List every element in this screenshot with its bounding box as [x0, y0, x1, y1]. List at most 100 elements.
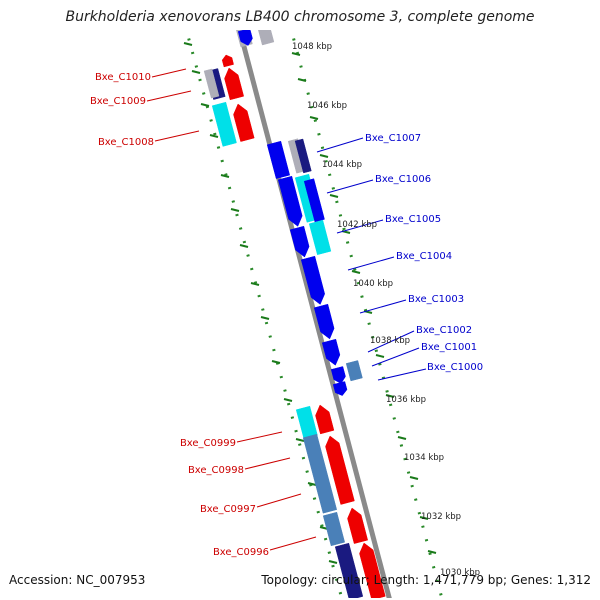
gene-feature: [359, 542, 386, 598]
gene-feature: [334, 542, 364, 598]
label-connector: [367, 330, 415, 353]
scale-label: 1046 kbp: [307, 101, 347, 111]
ruler-tick: [295, 438, 305, 442]
gene-label: Bxe_C1000: [427, 362, 483, 373]
ruler-tick: [191, 70, 201, 74]
gene-feature: [266, 140, 290, 179]
gene-feature: [330, 366, 346, 384]
ruler-tick: [230, 208, 240, 212]
gene-label: Bxe_C1002: [416, 325, 472, 336]
ruler-tick: [283, 398, 293, 402]
gene-feature: [332, 381, 348, 396]
ruler-tick: [250, 282, 260, 286]
gene-label: Bxe_C1003: [408, 294, 464, 305]
gene-feature: [322, 511, 345, 547]
label-connector: [146, 90, 192, 102]
gene-feature: [345, 360, 363, 382]
scale-label: 1034 kbp: [404, 453, 444, 463]
label-connector: [316, 137, 364, 153]
ruler-tick: [239, 244, 249, 248]
ruler-tick: [419, 516, 429, 520]
gene-label: Bxe_C0997: [200, 504, 256, 515]
scale-label: 1040 kbp: [353, 279, 393, 289]
scale-labels: 1048 kbp 1046 kbp 1044 kbp 1042 kbp 1040 kbp…: [292, 42, 480, 578]
scale-label: 1038 kbp: [370, 336, 410, 346]
gene-feature: [315, 404, 335, 435]
gene-labels: Bxe_C1010 Bxe_C1009 Bxe_C1008 Bxe_C0999 Bxe_…: [90, 72, 483, 558]
gene-feature: [321, 338, 341, 366]
gene-feature: [302, 433, 337, 514]
ruler-tick: [328, 560, 338, 564]
outer-ruler-right: [289, 30, 444, 598]
gene-feature: [308, 219, 332, 255]
gene-feature: [325, 435, 355, 505]
accession-text: Accession: NC_007953: [9, 573, 146, 587]
gene-label: Bxe_C1006: [375, 174, 431, 185]
label-connector: [151, 68, 187, 78]
gene-feature: [300, 255, 325, 305]
ruler-tick: [307, 482, 317, 486]
backbone-line: [237, 30, 392, 598]
gene-feature: [313, 303, 335, 340]
scale-label: 1030 kbp: [440, 568, 480, 578]
ruler-tick: [319, 154, 329, 158]
map-title: Burkholderia xenovorans LB400 chromosome…: [65, 9, 535, 25]
gene-label: Bxe_C1007: [365, 133, 421, 144]
gene-feature: [277, 175, 303, 227]
ruler-tick: [200, 103, 210, 107]
ruler-tick: [385, 394, 395, 398]
scale-label: 1036 kbp: [386, 395, 426, 405]
label-connector: [336, 219, 384, 234]
gene-feature: [221, 54, 234, 68]
gene-label: Bxe_C1004: [396, 251, 452, 262]
gene-feature: [203, 68, 220, 99]
gene-feature: [258, 30, 275, 46]
gene-label: Bxe_C1008: [98, 137, 154, 148]
ruler-tick: [329, 194, 339, 198]
outer-ruler-left: [184, 30, 344, 598]
gene-label: Bxe_C1001: [421, 342, 477, 353]
label-connector: [377, 368, 427, 381]
gene-label: Bxe_C1010: [95, 72, 151, 83]
gene-label: Bxe_C0998: [188, 465, 244, 476]
scale-label: 1044 kbp: [322, 160, 362, 170]
ruler-tick: [309, 116, 319, 120]
scale-label: 1042 kbp: [337, 220, 377, 230]
label-connector: [359, 299, 407, 314]
gene-label: Bxe_C1005: [385, 214, 441, 225]
scale-label: 1032 kbp: [421, 512, 461, 522]
gene-feature: [303, 178, 325, 223]
gene-feature: [295, 405, 318, 440]
gene-label: Bxe_C0999: [180, 438, 236, 449]
ruler-tick: [260, 316, 270, 320]
label-connector: [371, 347, 420, 367]
gene-feature: [294, 138, 312, 174]
label-connector: [347, 256, 395, 271]
label-connector: [256, 493, 302, 508]
ruler-tick: [297, 78, 307, 82]
gene-track: [203, 30, 386, 598]
ruler-tick: [291, 52, 301, 56]
gene-feature: [224, 67, 244, 101]
ruler-tick: [375, 354, 385, 358]
label-connector: [236, 431, 283, 443]
ruler-tick: [183, 42, 193, 46]
gene-feature: [233, 103, 255, 142]
gene-label: Bxe_C1009: [90, 96, 146, 107]
label-connector: [244, 457, 291, 470]
label-connector: [154, 130, 200, 142]
gene-feature: [211, 101, 237, 147]
ruler-tick: [427, 550, 437, 554]
scale-label: 1048 kbp: [292, 42, 332, 52]
ruler-tick: [397, 436, 407, 440]
ruler-tick: [409, 476, 419, 480]
label-connector: [326, 179, 374, 194]
genome-summary-text: Topology: circular; Length: 1,471,779 bp…: [261, 573, 591, 587]
label-connector: [269, 536, 317, 551]
ruler-tick: [220, 174, 230, 178]
ruler-tick: [209, 134, 219, 138]
gene-feature: [237, 30, 253, 46]
gene-feature: [347, 507, 368, 544]
gene-label: Bxe_C0996: [213, 547, 269, 558]
